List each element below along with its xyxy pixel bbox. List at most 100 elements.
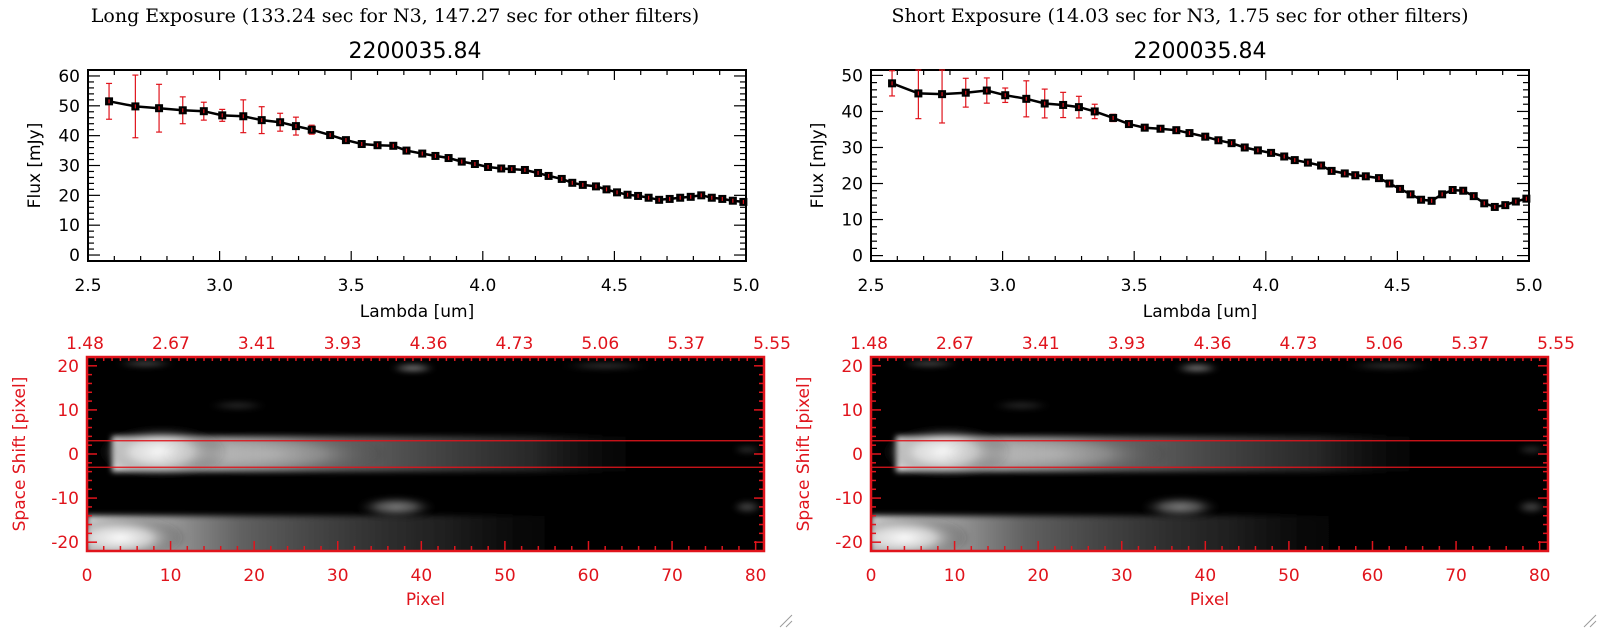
secondary-peak <box>871 515 972 551</box>
faint-source <box>988 400 1055 411</box>
image-content <box>871 359 1548 551</box>
x-tick-label: 50 <box>494 566 516 586</box>
x-tick-label: 2.5 <box>857 276 884 296</box>
x-tick-label: 3.5 <box>1121 276 1148 296</box>
y-axis-label: Space Shift [pixel] <box>10 377 30 532</box>
spectral-image-long: 0 10 20 30 40 50 60 70 80 -20 -10 0 10 20 1.48 2.67 3.41… <box>10 334 791 610</box>
top-axis-label: 2.67 <box>152 334 190 354</box>
y-tick-label: -10 <box>51 489 79 509</box>
x-axis-label: Pixel <box>406 590 445 610</box>
y-tick-label: -10 <box>835 489 863 509</box>
x-tick-label: 70 <box>661 566 683 586</box>
y-tick-label: 0 <box>68 445 79 465</box>
faint-source <box>387 363 439 374</box>
spectrum-chart-short: 2.5 3.0 3.5 4.0 4.5 5.0 0 10 20 30 40 50 Lambda [um]… <box>808 66 1543 322</box>
y-tick-label: 20 <box>841 175 863 195</box>
x-tick-label: 3.0 <box>989 276 1016 296</box>
plot-frame <box>87 69 747 262</box>
top-axis-label: 1.48 <box>850 334 888 354</box>
image-content <box>87 359 764 551</box>
y-tick-label: 10 <box>841 401 863 421</box>
x-tick-label: 60 <box>578 566 600 586</box>
y-axis-label: Space Shift [pixel] <box>794 377 814 532</box>
y-tick-label: 0 <box>852 445 863 465</box>
faint-source <box>1514 444 1548 455</box>
faint-source <box>1514 499 1548 514</box>
x-tick-label: 40 <box>1195 566 1217 586</box>
x-tick-label: 5.0 <box>732 276 759 296</box>
faint-source <box>896 359 963 368</box>
x-tick-label: 4.0 <box>1252 276 1279 296</box>
faint-source <box>112 359 179 368</box>
x-tick-label: 4.0 <box>469 276 496 296</box>
y-tick-label: -20 <box>835 533 863 553</box>
source-wing <box>153 431 388 477</box>
spectrum-chart-long: 2.5 3.0 3.5 4.0 4.5 5.0 0 10 20 30 40 50 60 Lambda [u… <box>25 67 760 322</box>
y-tick-label: 20 <box>58 186 80 206</box>
top-axis-label: 5.55 <box>753 334 791 354</box>
secondary-knot <box>354 495 439 518</box>
top-axis-label: 5.55 <box>1537 334 1575 354</box>
object-title-short: 2200035.84 <box>1134 39 1267 64</box>
x-tick-label: 10 <box>944 566 966 586</box>
top-axis-label: 4.73 <box>1279 334 1317 354</box>
panel-short: Short Exposure (14.03 sec for N3, 1.75 s… <box>794 5 1575 610</box>
x-tick-label: 10 <box>160 566 182 586</box>
top-axis-label: 3.93 <box>1108 334 1146 354</box>
y-tick-label: 10 <box>841 211 863 231</box>
source-wing <box>937 431 1172 477</box>
x-tick-label: 40 <box>411 566 433 586</box>
top-axis-label: 4.36 <box>1194 334 1232 354</box>
top-axis-label: 3.93 <box>324 334 362 354</box>
y-tick-label: 40 <box>841 102 863 122</box>
y-tick-label: 50 <box>58 97 80 117</box>
x-tick-label: 30 <box>327 566 349 586</box>
faint-source <box>1171 363 1223 374</box>
x-tick-label: 4.5 <box>601 276 628 296</box>
faint-source <box>1339 361 1440 370</box>
top-axis-label: 3.41 <box>1022 334 1060 354</box>
y-tick-label: 30 <box>58 157 80 177</box>
y-tick-label: 20 <box>57 357 79 377</box>
panel-long: Long Exposure (133.24 sec for N3, 147.27… <box>10 5 791 610</box>
faint-source <box>555 361 656 370</box>
exposure-title-short: Short Exposure (14.03 sec for N3, 1.75 s… <box>891 5 1468 27</box>
top-axis-label: 5.06 <box>581 334 619 354</box>
y-tick-label: 60 <box>58 67 80 87</box>
y-tick-label: 40 <box>58 127 80 147</box>
x-tick-label: 2.5 <box>74 276 101 296</box>
x-tick-label: 30 <box>1111 566 1133 586</box>
x-tick-label: 60 <box>1362 566 1384 586</box>
y-tick-label: 0 <box>69 246 80 266</box>
flux-series-line <box>108 100 744 204</box>
y-tick-label: 0 <box>852 247 863 267</box>
object-title-long: 2200035.84 <box>349 39 482 64</box>
y-tick-label: 10 <box>57 401 79 421</box>
faint-source <box>204 400 271 411</box>
x-tick-label: 5.0 <box>1515 276 1542 296</box>
resize-grip-icon[interactable] <box>779 614 793 628</box>
x-tick-label: 0 <box>82 566 93 586</box>
y-tick-label: -20 <box>51 533 79 553</box>
top-axis-label: 4.73 <box>495 334 533 354</box>
flux-series-line <box>891 82 1527 209</box>
top-axis-label: 5.06 <box>1365 334 1403 354</box>
y-tick-label: 50 <box>841 66 863 86</box>
x-tick-label: 20 <box>243 566 265 586</box>
spectral-image-short: 0 10 20 30 40 50 60 70 80 -20 -10 0 10 20 1.48 2.67 3.41… <box>794 334 1575 610</box>
top-axis-label: 3.41 <box>238 334 276 354</box>
x-tick-label: 20 <box>1027 566 1049 586</box>
x-tick-label: 70 <box>1445 566 1467 586</box>
faint-source <box>730 444 764 455</box>
y-axis-label: Flux [mJy] <box>25 123 45 209</box>
x-axis-label: Lambda [um] <box>360 302 474 322</box>
resize-grip-icon[interactable] <box>1583 614 1597 628</box>
x-tick-label: 0 <box>866 566 877 586</box>
x-axis-label: Lambda [um] <box>1143 302 1257 322</box>
y-axis-label: Flux [mJy] <box>808 123 828 209</box>
exposure-title-long: Long Exposure (133.24 sec for N3, 147.27… <box>91 5 699 27</box>
x-tick-label: 3.5 <box>338 276 365 296</box>
x-axis-label: Pixel <box>1190 590 1229 610</box>
top-axis-label: 5.37 <box>667 334 705 354</box>
